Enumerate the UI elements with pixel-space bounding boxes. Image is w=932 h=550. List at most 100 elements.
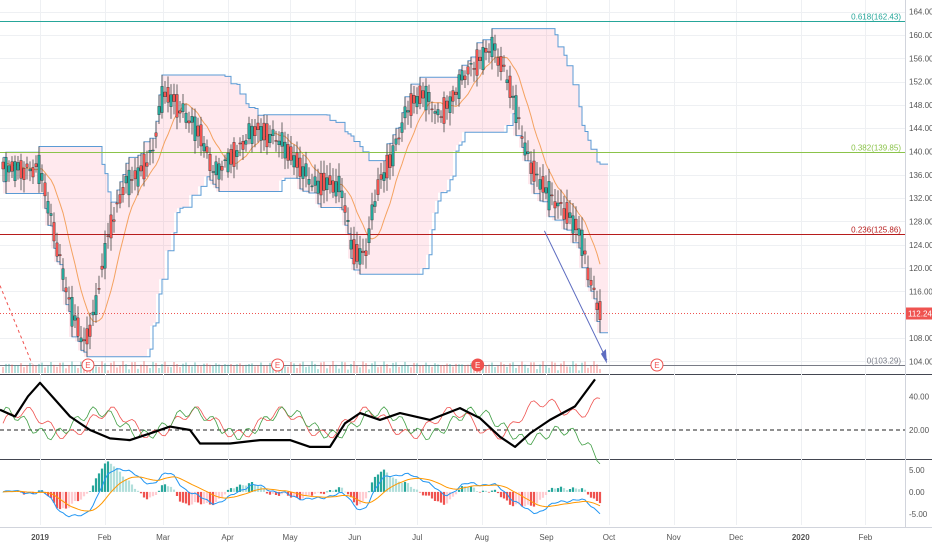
earnings-marker [271, 358, 285, 372]
candle-body [253, 126, 257, 137]
candle [106, 222, 110, 249]
volume-bar [503, 364, 505, 373]
macd-histogram-bar [421, 491, 425, 496]
candle [28, 161, 32, 182]
macd-histogram-bar [271, 491, 275, 494]
candle-body [364, 250, 368, 257]
candle [349, 227, 353, 259]
macd-histogram-bar [232, 488, 236, 492]
volume-bar [494, 367, 496, 373]
volume-bar [41, 362, 43, 373]
macd-histogram-bar [493, 489, 497, 492]
candle [61, 258, 65, 291]
macd-histogram-bar [466, 487, 470, 492]
macd-histogram-bar [220, 491, 224, 498]
candle [283, 131, 287, 170]
macd-histogram-bar [595, 491, 599, 501]
candle-body [559, 202, 563, 204]
macd-histogram-bar [418, 491, 422, 493]
macd-histogram-bar [460, 486, 464, 492]
macd-histogram-bar [454, 491, 458, 495]
volume-bar [140, 364, 142, 373]
candle [127, 157, 131, 208]
candle-body [397, 137, 401, 140]
macd-histogram-bar [208, 491, 212, 505]
candle [139, 153, 143, 177]
volume-bar [431, 366, 433, 373]
candle [364, 238, 368, 269]
candle-body [76, 317, 80, 337]
candle-body [352, 239, 356, 265]
candle-body [319, 172, 323, 196]
candle [595, 290, 599, 322]
volume-bar [113, 361, 115, 373]
volume-bar [212, 366, 214, 373]
candle-body [595, 302, 599, 311]
macd-histogram-bar [505, 491, 509, 501]
time-axis-label: Aug [475, 533, 489, 542]
macd-histogram-bar [109, 463, 113, 492]
volume-bar [38, 363, 40, 373]
macd-signal-line [2, 476, 601, 512]
time-axis-label: Nov [666, 533, 680, 542]
volume-bar [194, 362, 196, 373]
candle-body [475, 49, 479, 76]
candle-body [187, 120, 191, 124]
candle [391, 134, 395, 177]
candle-body [391, 145, 395, 167]
volume-bar [398, 366, 400, 373]
candle [103, 230, 107, 280]
price-tick-label: 160.00 [909, 31, 932, 40]
candle [199, 116, 203, 156]
candle [16, 156, 20, 180]
candle [514, 84, 518, 136]
candle [202, 136, 206, 158]
macd-histogram-bar [124, 479, 128, 492]
macd-histogram-bar [529, 491, 533, 506]
candle [91, 299, 95, 326]
candle [124, 163, 128, 194]
candle-body [244, 140, 248, 145]
macd-histogram-bar [88, 491, 92, 492]
candle-body [43, 182, 47, 197]
volume-bar [464, 365, 466, 373]
time-axis-label: Apr [221, 533, 234, 542]
volume-bar [248, 364, 250, 373]
volume-bar [254, 366, 256, 373]
candle [409, 84, 413, 128]
candle [448, 91, 452, 126]
candle-body [25, 163, 29, 168]
macd-histogram-bar [322, 491, 326, 495]
candle-body [109, 214, 113, 239]
time-axis-label: Sep [539, 533, 554, 542]
volume-bar [266, 365, 268, 373]
candle [511, 85, 515, 110]
macd-histogram-bar [496, 491, 500, 494]
volume-bar [233, 366, 235, 373]
last-price-label: 112.24 [908, 310, 932, 319]
candle-body [136, 167, 140, 187]
macd-histogram-bar [478, 491, 482, 493]
volume-bar [230, 364, 232, 373]
candle [301, 155, 305, 192]
candle [385, 143, 389, 191]
candle-body [178, 110, 182, 114]
macd-histogram-bar [241, 485, 245, 492]
candle [136, 155, 140, 196]
earnings-marker [650, 358, 664, 372]
macd-histogram-bar [448, 491, 452, 500]
volume-bar [461, 364, 463, 373]
macd-histogram-bar [463, 486, 467, 492]
candle-body [238, 142, 242, 145]
volume-bar [8, 363, 10, 373]
volume-bar [437, 364, 439, 373]
candle [250, 119, 254, 153]
volume-bar [467, 364, 469, 373]
macd-histogram-bar [328, 490, 332, 492]
candle [13, 155, 17, 188]
candle [73, 304, 77, 328]
candle-body [436, 109, 440, 116]
volume-bar [599, 369, 601, 373]
candle-body [586, 267, 590, 281]
